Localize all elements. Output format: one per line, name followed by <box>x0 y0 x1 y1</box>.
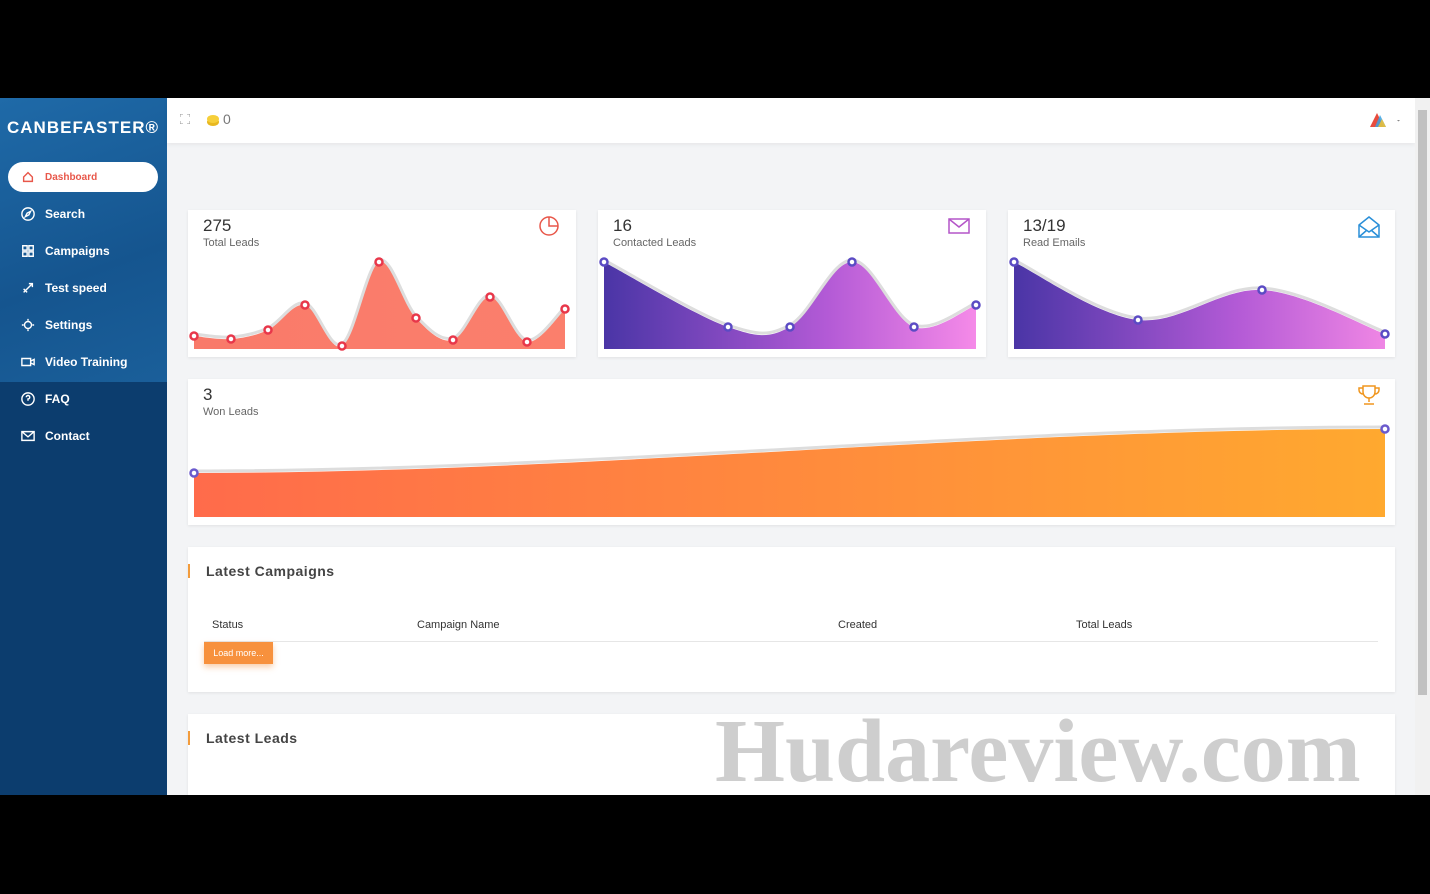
stat-card: 13/19 Read Emails <box>1008 210 1395 357</box>
nav-label: Video Training <box>45 355 128 369</box>
sparkline <box>189 216 570 351</box>
sparkline <box>599 218 981 349</box>
stat-value: 3 <box>203 385 213 404</box>
stat-label: Read Emails <box>1023 237 1086 249</box>
nav-item[interactable]: Dashboard <box>8 162 158 192</box>
nav-label: Settings <box>45 318 93 332</box>
stat-card: 3 Won Leads <box>188 379 1395 525</box>
panel-title: Latest Campaigns <box>206 563 335 579</box>
nav-label: Search <box>45 207 86 221</box>
nav-item[interactable]: FAQ <box>8 384 158 414</box>
stat-label: Total Leads <box>203 237 260 249</box>
stat-label: Won Leads <box>203 406 259 418</box>
column-header: Total Leads <box>1076 619 1133 631</box>
stat-value: 13/19 <box>1023 216 1066 235</box>
nav-label: Test speed <box>45 281 107 295</box>
nav-item[interactable]: Settings <box>8 310 158 340</box>
column-header: Created <box>838 619 878 631</box>
brand: CANBEFASTER® <box>7 118 160 137</box>
scrollbar[interactable] <box>1415 98 1430 795</box>
nav-item[interactable]: Video Training <box>8 347 158 377</box>
sparkline <box>189 385 1390 517</box>
campaigns-panel: Latest Campaigns Status Campaign Name Cr… <box>188 547 1395 692</box>
user-avatar[interactable] <box>1369 111 1403 129</box>
stat-value: 275 <box>203 216 232 235</box>
leads-panel: Latest Leads <box>188 714 1395 795</box>
sparkline <box>1009 216 1390 349</box>
nav-label: Dashboard <box>45 171 98 183</box>
coin-count: 0 <box>223 111 231 127</box>
stat-card: 275 Total Leads <box>188 210 576 357</box>
sidebar <box>0 98 167 795</box>
nav-item[interactable]: Search <box>8 199 158 229</box>
stat-value: 16 <box>613 216 632 235</box>
panel-title: Latest Leads <box>206 730 298 746</box>
load-more-button[interactable]: Load more... <box>204 642 273 664</box>
nav-label: Campaigns <box>45 244 110 258</box>
nav-label: FAQ <box>45 392 70 406</box>
coin-icon <box>207 115 219 126</box>
fullscreen-icon[interactable] <box>180 114 190 124</box>
column-header: Status <box>212 619 244 631</box>
column-header: Campaign Name <box>417 619 500 631</box>
nav-item[interactable]: Contact <box>8 421 158 451</box>
nav-label: Contact <box>45 429 90 443</box>
stat-card: 16 Contacted Leads <box>598 210 986 357</box>
nav-item[interactable]: Test speed <box>8 273 158 303</box>
watermark: Hudareview.com <box>715 702 1361 801</box>
nav-item[interactable]: Campaigns <box>8 236 158 266</box>
top-bar: 0 <box>167 98 1415 143</box>
stat-label: Contacted Leads <box>613 237 697 249</box>
